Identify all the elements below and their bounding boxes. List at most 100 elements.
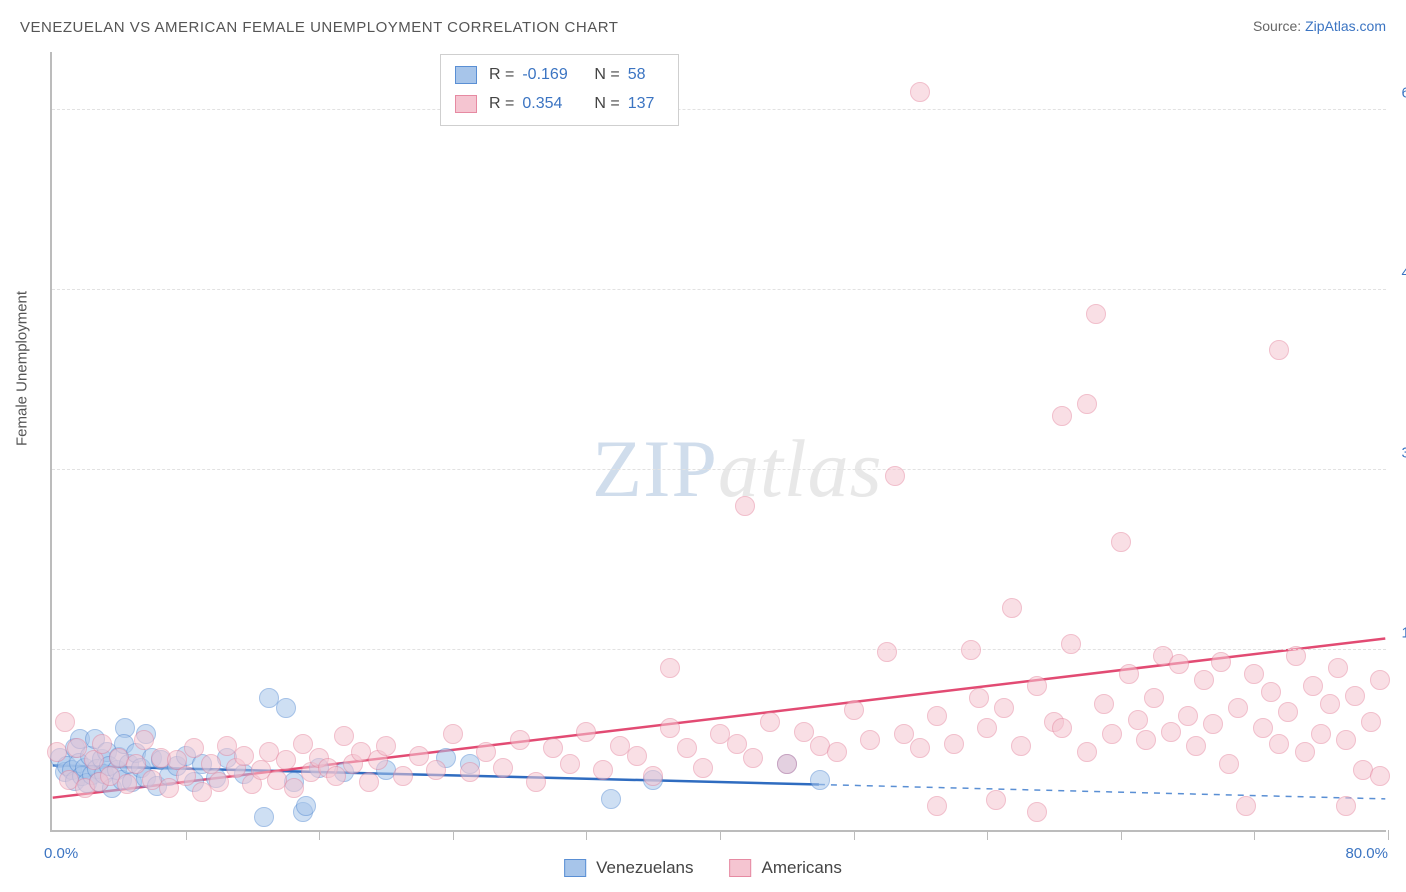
data-point — [326, 766, 346, 786]
y-tick-label: 60.0% — [1401, 85, 1406, 102]
x-tick — [186, 830, 187, 840]
data-point — [727, 734, 747, 754]
data-point — [409, 746, 429, 766]
data-point — [426, 760, 446, 780]
data-point — [994, 698, 1014, 718]
scatter-plot: ZIPatlas 15.0%30.0%45.0%60.0% — [50, 52, 1386, 832]
data-point — [1136, 730, 1156, 750]
data-point — [1203, 714, 1223, 734]
data-point — [134, 730, 154, 750]
stats-row: R =-0.169N =58 — [455, 61, 664, 90]
source-link[interactable]: ZipAtlas.com — [1305, 18, 1386, 34]
x-tick — [720, 830, 721, 840]
data-point — [1311, 724, 1331, 744]
data-point — [961, 640, 981, 660]
data-point — [1002, 598, 1022, 618]
r-label: R = — [489, 90, 514, 119]
data-point — [1094, 694, 1114, 714]
data-point — [1320, 694, 1340, 714]
data-point — [1228, 698, 1248, 718]
data-point — [1102, 724, 1122, 744]
data-point — [1128, 710, 1148, 730]
data-point — [276, 750, 296, 770]
r-label: R = — [489, 61, 514, 90]
x-tick — [1388, 830, 1389, 840]
data-point — [677, 738, 697, 758]
data-point — [184, 738, 204, 758]
r-value: -0.169 — [522, 61, 582, 90]
data-point — [1111, 532, 1131, 552]
data-point — [894, 724, 914, 744]
x-tick — [1121, 830, 1122, 840]
data-point — [284, 778, 304, 798]
data-point — [201, 754, 221, 774]
legend-swatch — [564, 859, 586, 877]
r-value: 0.354 — [522, 90, 582, 119]
data-point — [1361, 712, 1381, 732]
n-label: N = — [594, 90, 619, 119]
data-point — [777, 754, 797, 774]
data-point — [977, 718, 997, 738]
data-point — [927, 796, 947, 816]
data-point — [760, 712, 780, 732]
data-point — [560, 754, 580, 774]
data-point — [334, 726, 354, 746]
data-point — [1186, 736, 1206, 756]
legend-label: Americans — [762, 858, 842, 878]
data-point — [1219, 754, 1239, 774]
gridline — [52, 469, 1386, 470]
chart-title: VENEZUELAN VS AMERICAN FEMALE UNEMPLOYME… — [20, 19, 618, 36]
data-point — [910, 738, 930, 758]
data-point — [234, 746, 254, 766]
data-point — [693, 758, 713, 778]
data-point — [460, 762, 480, 782]
data-point — [927, 706, 947, 726]
data-point — [877, 642, 897, 662]
data-point — [1086, 304, 1106, 324]
data-point — [510, 730, 530, 750]
stats-legend-box: R = -0.169 N = 58R = 0.354 N = 137 — [440, 54, 679, 126]
data-point — [969, 688, 989, 708]
x-tick — [987, 830, 988, 840]
stats-row: R = 0.354 N = 137 — [455, 90, 664, 119]
data-point — [827, 742, 847, 762]
data-point — [1178, 706, 1198, 726]
data-point — [1027, 802, 1047, 822]
data-point — [296, 796, 316, 816]
x-axis-end-label: 80.0% — [1345, 845, 1388, 862]
data-point — [1211, 652, 1231, 672]
y-tick-label: 15.0% — [1401, 625, 1406, 642]
data-point — [601, 789, 621, 809]
data-point — [1077, 394, 1097, 414]
data-point — [576, 722, 596, 742]
data-point — [55, 712, 75, 732]
data-point — [944, 734, 964, 754]
x-tick — [586, 830, 587, 840]
legend-item: Venezuelans — [564, 858, 693, 878]
legend-swatch — [730, 859, 752, 877]
n-value: 137 — [628, 90, 664, 119]
data-point — [1236, 796, 1256, 816]
y-axis-title: Female Unemployment — [14, 291, 31, 446]
data-point — [1328, 658, 1348, 678]
data-point — [126, 754, 146, 774]
legend-swatch — [455, 95, 477, 113]
data-point — [254, 807, 274, 827]
data-point — [810, 770, 830, 790]
data-point — [476, 742, 496, 762]
n-value: 58 — [628, 61, 664, 90]
data-point — [1052, 406, 1072, 426]
data-point — [743, 748, 763, 768]
data-point — [1370, 766, 1390, 786]
data-point — [1161, 722, 1181, 742]
gridline — [52, 109, 1386, 110]
x-axis-start-label: 0.0% — [44, 845, 78, 862]
y-tick-label: 45.0% — [1401, 265, 1406, 282]
data-point — [493, 758, 513, 778]
data-point — [1269, 734, 1289, 754]
data-point — [1336, 796, 1356, 816]
data-point — [1269, 340, 1289, 360]
data-point — [844, 700, 864, 720]
data-point — [735, 496, 755, 516]
gridline — [52, 289, 1386, 290]
